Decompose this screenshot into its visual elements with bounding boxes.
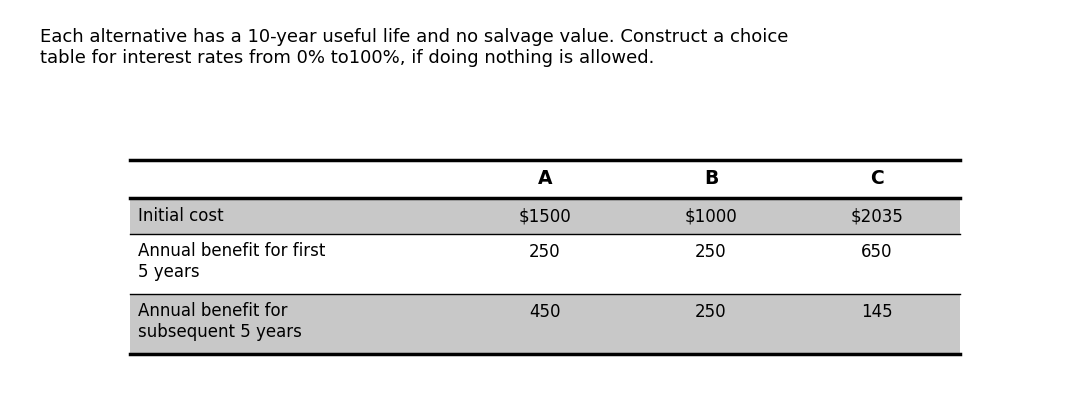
Text: A: A: [538, 169, 552, 188]
Text: Annual benefit for first
5 years: Annual benefit for first 5 years: [138, 242, 325, 281]
Text: 145: 145: [861, 303, 893, 321]
Text: $2035: $2035: [851, 207, 904, 225]
Text: 250: 250: [696, 303, 727, 321]
Text: 450: 450: [529, 303, 561, 321]
Text: 250: 250: [696, 243, 727, 261]
Text: Each alternative has a 10-year useful life and no salvage value. Construct a cho: Each alternative has a 10-year useful li…: [40, 28, 788, 67]
Text: B: B: [704, 169, 718, 188]
Text: 250: 250: [529, 243, 561, 261]
Text: $1000: $1000: [685, 207, 738, 225]
Text: Annual benefit for
subsequent 5 years: Annual benefit for subsequent 5 years: [138, 302, 302, 341]
Bar: [130, 198, 960, 234]
Bar: [130, 294, 960, 354]
Text: $1500: $1500: [518, 207, 571, 225]
Text: 650: 650: [861, 243, 893, 261]
Text: C: C: [870, 169, 883, 188]
Text: Initial cost: Initial cost: [138, 207, 224, 225]
